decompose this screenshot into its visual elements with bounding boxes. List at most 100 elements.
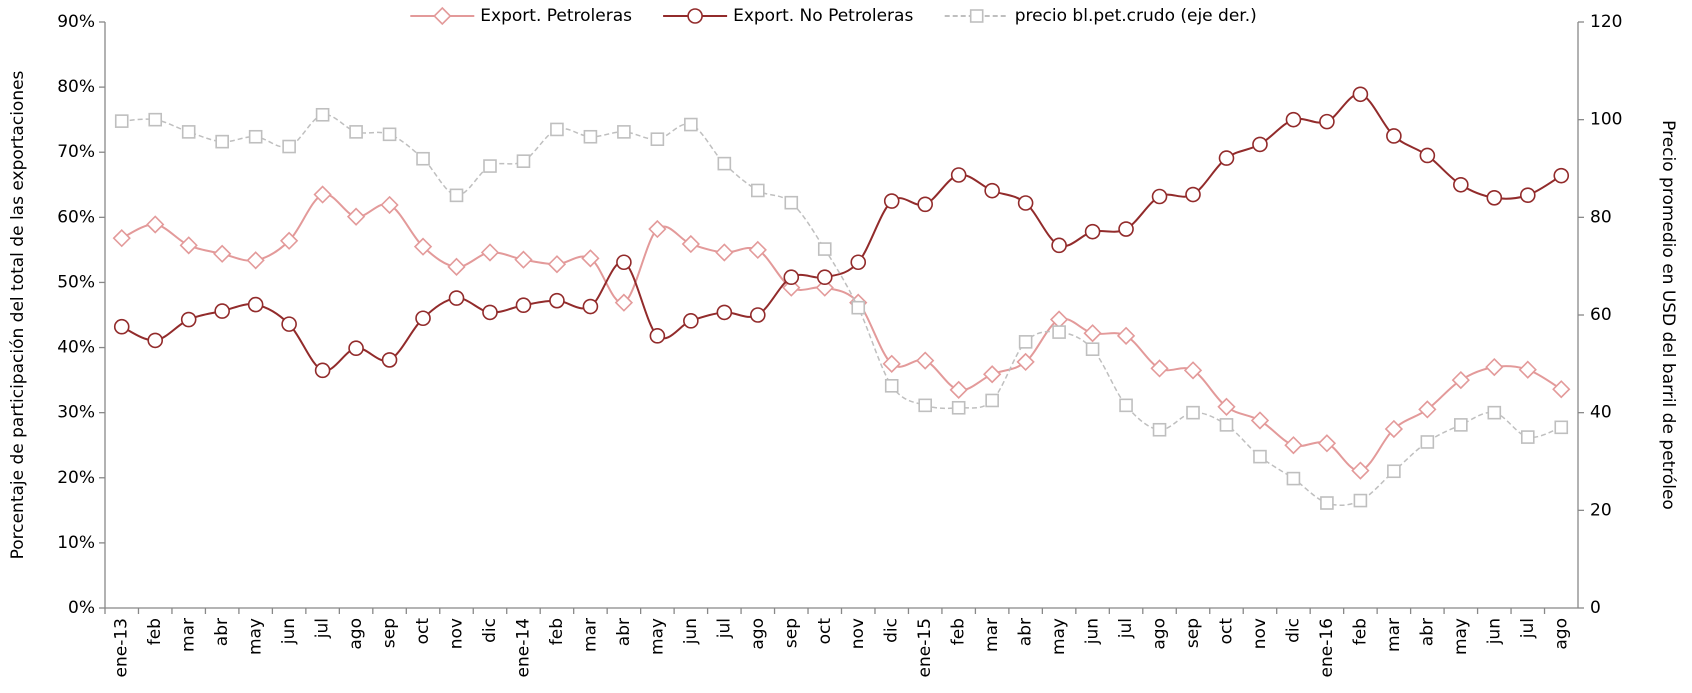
y2-tick-label: 80 [1590,207,1612,227]
data-point [1387,464,1401,479]
data-point [683,313,699,329]
x-tick-label: mar [1384,618,1404,652]
data-point [480,243,500,262]
data-point [447,257,466,276]
data-point [1317,434,1337,453]
data-point [1352,86,1369,103]
data-point [248,129,263,144]
x-tick-label: abr [1417,618,1437,646]
data-point [349,125,363,139]
x-tick-label: feb [145,618,165,645]
data-point [984,182,1000,199]
x-tick-label: abr [212,618,232,646]
data-point [1253,449,1267,464]
x-tick-label: ene-15 [915,618,935,677]
x-tick-label: jul [1518,618,1538,639]
y-tick-label: 30% [57,403,95,423]
data-point [1051,237,1067,254]
data-point [1320,496,1334,510]
data-point [214,303,230,319]
data-point [883,193,900,209]
data-point [1083,324,1102,343]
y2-tick-label: 120 [1590,12,1622,32]
x-tick-label: jun [279,618,299,645]
data-point [146,215,165,234]
data-point [1486,190,1503,206]
y-tick-label: 40% [57,338,95,358]
data-point [817,242,832,256]
data-point [1152,422,1167,437]
x-tick-label: oct [413,618,433,645]
data-point [1384,419,1404,439]
x-tick-label: abr [614,618,634,646]
y-tick-label: 50% [57,272,95,292]
x-tick-label: nov [848,618,868,649]
data-point [916,351,935,370]
data-point [750,307,766,323]
data-point [1186,405,1200,420]
x-tick-label: mar [982,618,1002,652]
legend-marker [969,9,984,23]
x-tick-label: dic [1283,618,1303,643]
data-point [181,125,196,139]
data-point [684,117,698,132]
data-point [1351,461,1370,480]
data-point [1084,223,1101,240]
data-point [416,151,430,166]
data-point [1386,128,1402,144]
data-point [1252,136,1268,153]
x-tick-label: ago [1551,618,1571,650]
data-point [1250,411,1270,430]
series-line [121,93,1562,372]
data-point [1554,420,1569,435]
data-point [950,167,967,183]
legend-marker [687,8,703,24]
data-point [1353,493,1368,508]
data-point [1016,352,1035,372]
x-tick-label: may [1451,618,1471,655]
data-point [650,132,665,146]
data-point [247,296,264,313]
data-point [515,297,532,314]
x-tick-label: ago [748,618,768,650]
x-tick-label: oct [815,618,835,645]
data-point [382,127,397,142]
data-point [648,219,667,239]
x-tick-label: jun [681,618,701,645]
data-point [313,185,332,204]
data-point [1018,335,1033,349]
data-point [1085,342,1100,356]
data-point [1518,360,1537,379]
data-point [1218,150,1235,166]
x-tick-label: feb [1350,618,1370,645]
data-point [213,244,232,263]
data-point [413,237,433,256]
x-tick-label: ene-14 [513,618,533,677]
data-point [681,234,700,254]
data-point [649,328,666,344]
data-point [516,154,531,168]
data-point [415,310,431,327]
x-tick-label: ago [1150,618,1170,650]
data-point [1454,418,1468,432]
x-tick-label: jul [313,618,333,639]
data-point [617,125,631,139]
data-point [850,254,867,271]
data-point [550,122,564,137]
x-tick-label: mar [179,618,199,652]
data-point [381,352,398,368]
x-tick-label: ago [346,618,366,650]
data-point [917,196,933,213]
data-point [882,354,901,373]
x-tick-label: dic [882,618,902,643]
x-tick-label: ene-13 [112,618,132,677]
data-point [1150,359,1169,378]
data-point [715,243,734,262]
y2-tick-label: 100 [1590,110,1622,130]
x-tick-label: ene-16 [1317,618,1337,677]
data-point [282,139,296,154]
data-point [180,311,197,328]
y2-tick-label: 60 [1590,305,1612,325]
y2-tick-label: 20 [1590,500,1612,520]
x-tick-label: may [1049,618,1069,655]
